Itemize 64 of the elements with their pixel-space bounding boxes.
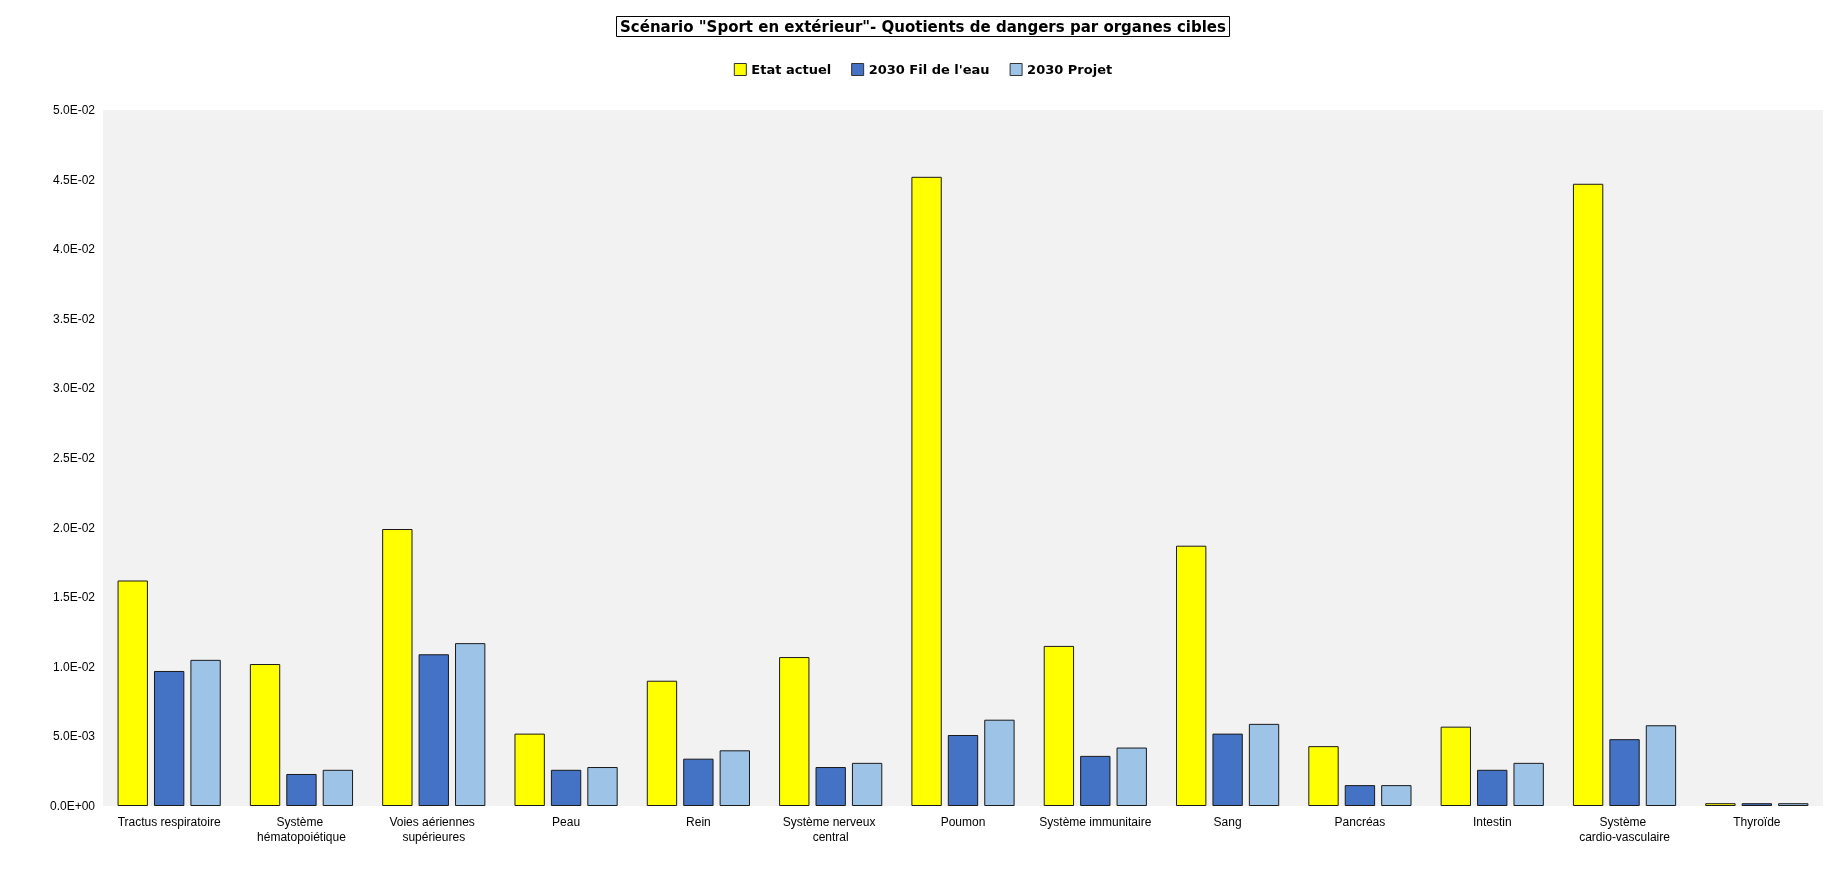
y-tick-label: 0.0E+00 — [49, 799, 96, 813]
bar — [1344, 785, 1376, 806]
bar — [153, 670, 185, 806]
bar — [382, 528, 413, 806]
bar — [286, 773, 317, 806]
bar — [815, 767, 846, 806]
legend-label: Etat actuel — [751, 62, 832, 77]
y-tick-label: 4.5E-02 — [52, 172, 96, 187]
bar — [1440, 726, 1471, 806]
y-tick-label: 3.0E-02 — [52, 381, 96, 396]
bar — [1645, 725, 1677, 806]
y-tick-label: 5.0E-02 — [52, 103, 96, 117]
x-tick-label: Système cardio-vasculaire — [1579, 814, 1671, 844]
bar — [117, 580, 148, 806]
bar — [1080, 755, 1111, 806]
y-tick-label: 1.0E-02 — [52, 659, 96, 674]
x-tick-label: Tractus respiratoire — [117, 814, 221, 829]
x-tick-label: Poumon — [940, 814, 986, 829]
bar — [1381, 785, 1412, 806]
bar — [1212, 733, 1243, 806]
bar — [418, 654, 449, 806]
bar — [1308, 746, 1339, 806]
bar — [911, 176, 942, 806]
bar — [646, 680, 678, 806]
bar — [779, 657, 810, 806]
x-tick-label: Système hématopoiétique — [257, 814, 347, 844]
bar — [550, 769, 582, 806]
y-tick-label: 3.5E-02 — [52, 311, 96, 326]
bar — [719, 750, 750, 806]
bar — [249, 664, 281, 806]
bar — [851, 762, 883, 806]
bar — [1572, 183, 1604, 806]
legend-label: 2030 Fil de l'eau — [868, 62, 990, 77]
bar — [1513, 762, 1544, 806]
y-tick-label: 5.0E-03 — [52, 729, 96, 744]
bar — [683, 758, 714, 806]
x-tick-label: Peau — [552, 814, 581, 829]
bar — [322, 769, 354, 806]
y-tick-label: 2.5E-02 — [52, 451, 96, 465]
bar — [1248, 723, 1280, 806]
x-tick-label: Thyroïde — [1733, 814, 1781, 829]
bar — [1116, 747, 1147, 806]
bar — [1043, 645, 1075, 806]
bar — [1176, 545, 1207, 806]
bar — [984, 719, 1015, 806]
bar — [1477, 769, 1508, 806]
y-tick-label: 4.0E-02 — [52, 242, 96, 257]
x-tick-label: Sang — [1213, 814, 1242, 829]
x-tick-label: Rein — [686, 814, 711, 829]
bar — [947, 735, 979, 806]
x-tick-label: Système nerveux central — [782, 814, 879, 844]
bar — [587, 767, 618, 806]
y-tick-label: 1.5E-02 — [52, 590, 96, 605]
bar — [455, 643, 486, 806]
bar — [1609, 739, 1640, 806]
x-tick-label: Pancréas — [1334, 814, 1386, 829]
legend-label: 2030 Projet — [1027, 62, 1113, 77]
y-tick-label: 2.0E-02 — [52, 520, 96, 535]
bar — [514, 733, 545, 806]
chart-title: Scénario "Sport en extérieur"- Quotients de dangers par organes cibles — [620, 17, 1227, 36]
bar — [190, 659, 221, 806]
x-tick-label: Système immunitaire — [1039, 814, 1152, 829]
x-tick-label: Voies aériennes supérieures — [389, 814, 479, 844]
x-tick-label: Intestin — [1472, 814, 1512, 829]
